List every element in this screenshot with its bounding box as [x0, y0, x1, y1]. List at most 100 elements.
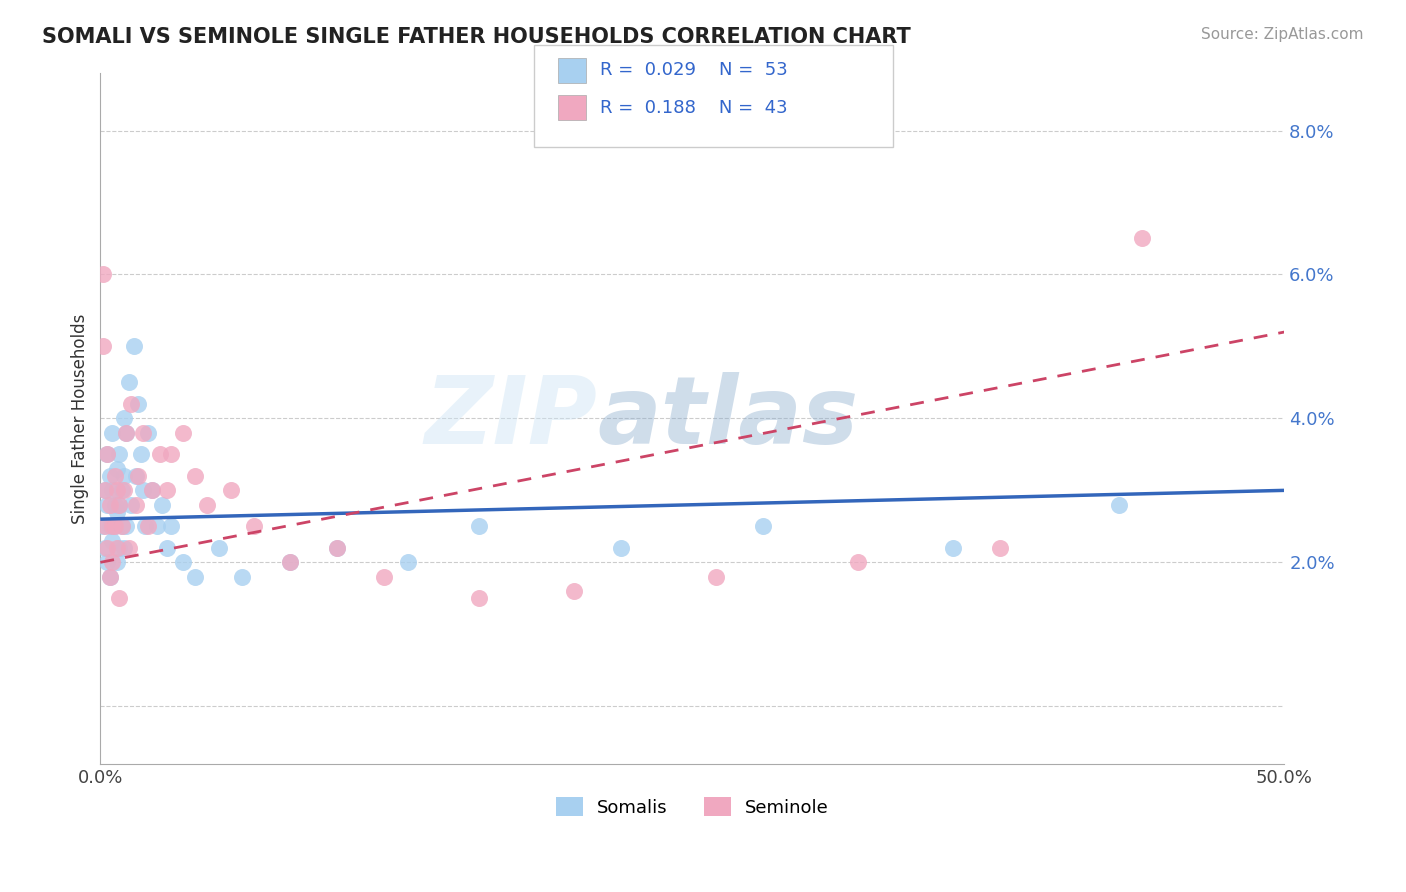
Point	[108, 498, 131, 512]
Point	[136, 425, 159, 440]
Point	[132, 483, 155, 498]
Point	[103, 498, 125, 512]
Point	[396, 555, 419, 569]
Point	[160, 519, 183, 533]
Text: ZIP: ZIP	[425, 372, 598, 465]
Point	[112, 483, 135, 498]
Point	[136, 519, 159, 533]
Point	[108, 447, 131, 461]
Point	[125, 469, 148, 483]
Point	[98, 469, 121, 483]
Text: R =  0.029    N =  53: R = 0.029 N = 53	[600, 62, 789, 79]
Point	[96, 555, 118, 569]
Point	[141, 483, 163, 498]
Point	[103, 519, 125, 533]
Point	[231, 570, 253, 584]
Point	[94, 519, 117, 533]
Point	[278, 555, 301, 569]
Point	[846, 555, 869, 569]
Point	[94, 483, 117, 498]
Point	[562, 584, 585, 599]
Text: atlas: atlas	[598, 372, 859, 465]
Point	[111, 519, 134, 533]
Point	[125, 498, 148, 512]
Point	[156, 541, 179, 555]
Point	[122, 339, 145, 353]
Point	[150, 498, 173, 512]
Point	[101, 555, 124, 569]
Point	[91, 268, 114, 282]
Point	[115, 425, 138, 440]
Point	[120, 397, 142, 411]
Point	[127, 397, 149, 411]
Point	[108, 498, 131, 512]
Point	[94, 483, 117, 498]
Point	[105, 555, 128, 569]
Point	[184, 469, 207, 483]
Point	[96, 447, 118, 461]
Point	[101, 519, 124, 533]
Point	[98, 570, 121, 584]
Point	[108, 591, 131, 606]
Point	[146, 519, 169, 533]
Legend: Somalis, Seminole: Somalis, Seminole	[548, 790, 837, 824]
Point	[112, 411, 135, 425]
Point	[96, 447, 118, 461]
Point	[105, 462, 128, 476]
Point	[1130, 231, 1153, 245]
Point	[134, 519, 156, 533]
Point	[118, 541, 141, 555]
Y-axis label: Single Father Households: Single Father Households	[72, 313, 89, 524]
Point	[101, 533, 124, 548]
Point	[243, 519, 266, 533]
Point	[610, 541, 633, 555]
Point	[91, 339, 114, 353]
Point	[105, 505, 128, 519]
Point	[111, 519, 134, 533]
Point	[111, 483, 134, 498]
Point	[105, 541, 128, 555]
Point	[91, 519, 114, 533]
Text: SOMALI VS SEMINOLE SINGLE FATHER HOUSEHOLDS CORRELATION CHART: SOMALI VS SEMINOLE SINGLE FATHER HOUSEHO…	[42, 27, 911, 46]
Point	[118, 376, 141, 390]
Point	[752, 519, 775, 533]
Point	[156, 483, 179, 498]
Point	[94, 541, 117, 555]
Text: Source: ZipAtlas.com: Source: ZipAtlas.com	[1201, 27, 1364, 42]
Point	[105, 483, 128, 498]
Point	[468, 519, 491, 533]
Point	[103, 519, 125, 533]
Point	[326, 541, 349, 555]
Point	[98, 498, 121, 512]
Point	[98, 519, 121, 533]
Text: R =  0.188    N =  43: R = 0.188 N = 43	[600, 99, 787, 117]
Point	[98, 570, 121, 584]
Point	[326, 541, 349, 555]
Point	[120, 498, 142, 512]
Point	[101, 425, 124, 440]
Point	[115, 519, 138, 533]
Point	[468, 591, 491, 606]
Point	[108, 541, 131, 555]
Point	[208, 541, 231, 555]
Point	[96, 498, 118, 512]
Point	[103, 469, 125, 483]
Point	[942, 541, 965, 555]
Point	[141, 483, 163, 498]
Point	[704, 570, 727, 584]
Point	[129, 447, 152, 461]
Point	[115, 425, 138, 440]
Point	[148, 447, 170, 461]
Point	[101, 483, 124, 498]
Point	[278, 555, 301, 569]
Point	[1108, 498, 1130, 512]
Point	[172, 555, 194, 569]
Point	[184, 570, 207, 584]
Point	[112, 541, 135, 555]
Point	[219, 483, 242, 498]
Point	[195, 498, 218, 512]
Point	[373, 570, 395, 584]
Point	[172, 425, 194, 440]
Point	[96, 541, 118, 555]
Point	[132, 425, 155, 440]
